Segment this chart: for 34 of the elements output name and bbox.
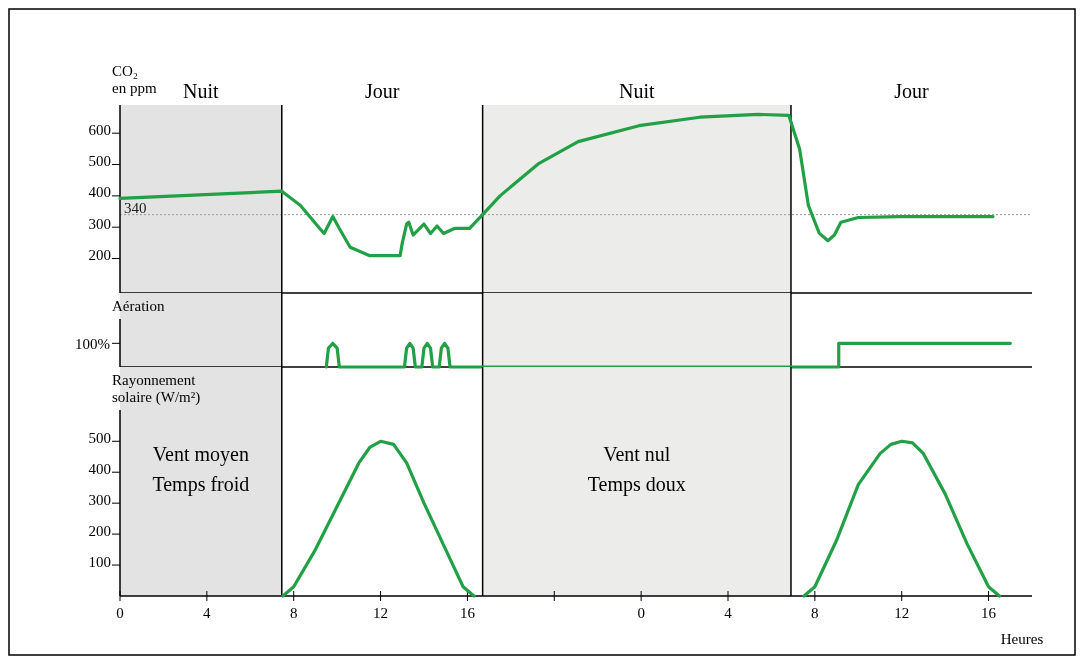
y-tick-label: 100	[88, 553, 111, 570]
x-tick-label: 8	[811, 605, 819, 621]
y-tick-label: 400	[88, 184, 111, 201]
text: Nuit	[619, 80, 656, 102]
x-tick-label: 12	[894, 605, 910, 621]
x-tick-label: 0	[637, 605, 645, 621]
y-tick-label: 600	[88, 121, 111, 138]
annotation: Vent moyen	[152, 443, 249, 467]
annotation: Vent nul	[603, 443, 671, 466]
y-tick-label: 500	[88, 153, 111, 170]
y-tick-label: 300	[88, 491, 111, 508]
x-tick-label: 8	[289, 605, 298, 621]
y-tick-label: 200	[88, 522, 111, 539]
x-tick-label: 16	[981, 605, 997, 621]
x-tick-label: 4	[203, 605, 212, 621]
text: Jour	[894, 80, 930, 102]
ref-line-label: 340	[124, 199, 147, 216]
annotation: Temps doux	[587, 473, 686, 497]
x-tick-label: 12	[373, 605, 389, 621]
y-tick-label: 300	[88, 215, 111, 232]
x-tick-label: 16	[459, 605, 476, 621]
y-axis-title: Rayonnement solaire (W/m²)	[112, 372, 201, 406]
annotation: Temps froid	[152, 473, 250, 497]
y-tick-label: 500	[88, 429, 111, 446]
text: Nuit	[183, 80, 220, 102]
x-tick-label: 4	[724, 605, 733, 621]
text: Jour	[364, 80, 400, 102]
y-axis-title: CO₂ en ppm	[112, 63, 157, 96]
y-axis-title: Aération	[112, 298, 165, 314]
y-tick-label: 200	[88, 247, 111, 264]
y-tick-label: 400	[88, 460, 111, 477]
x-axis-title: Heures	[1000, 631, 1044, 647]
text: 100%	[75, 335, 110, 352]
x-tick-label: 0	[116, 605, 124, 621]
